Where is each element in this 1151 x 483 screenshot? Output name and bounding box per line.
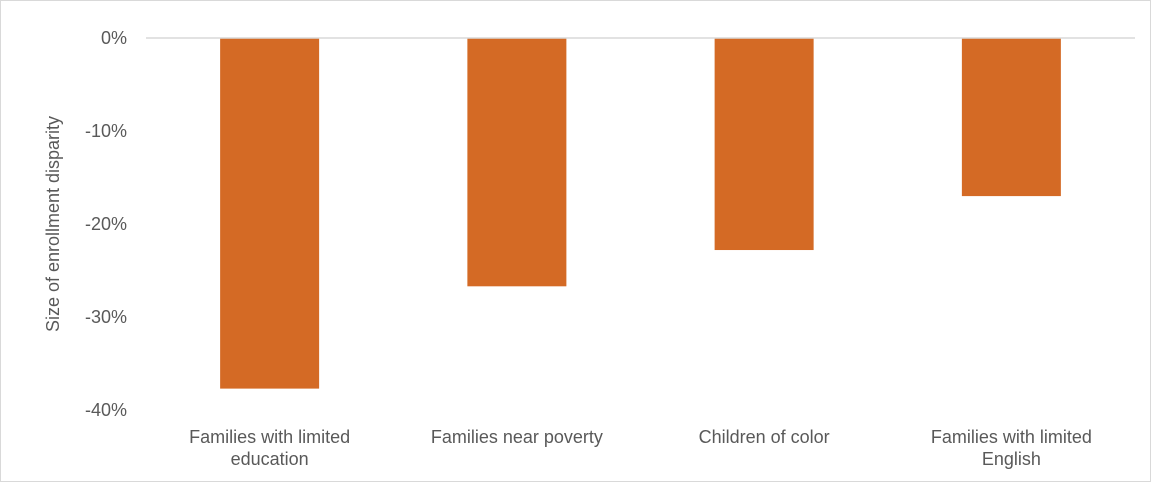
bar — [220, 38, 320, 389]
y-tick-label: -40% — [85, 400, 127, 420]
x-category-label: Families with limited English — [931, 427, 1092, 469]
bar — [961, 38, 1061, 197]
y-tick-label: -30% — [85, 307, 127, 327]
x-category-label: Children of color — [699, 427, 830, 447]
y-tick-label: -10% — [85, 121, 127, 141]
x-category-label: Families with limited education — [189, 427, 350, 469]
x-category-label: Families near poverty — [431, 427, 603, 447]
y-axis-ticks: 0% -10% -20% -30% -40% — [85, 28, 127, 420]
bar — [467, 38, 567, 287]
y-axis-title: Size of enrollment disparity — [43, 116, 63, 332]
y-tick-label: 0% — [101, 28, 127, 48]
y-tick-label: -20% — [85, 214, 127, 234]
bars — [220, 38, 1061, 389]
bar — [714, 38, 814, 251]
x-axis-labels: Families with limited education Families n… — [189, 427, 1092, 469]
